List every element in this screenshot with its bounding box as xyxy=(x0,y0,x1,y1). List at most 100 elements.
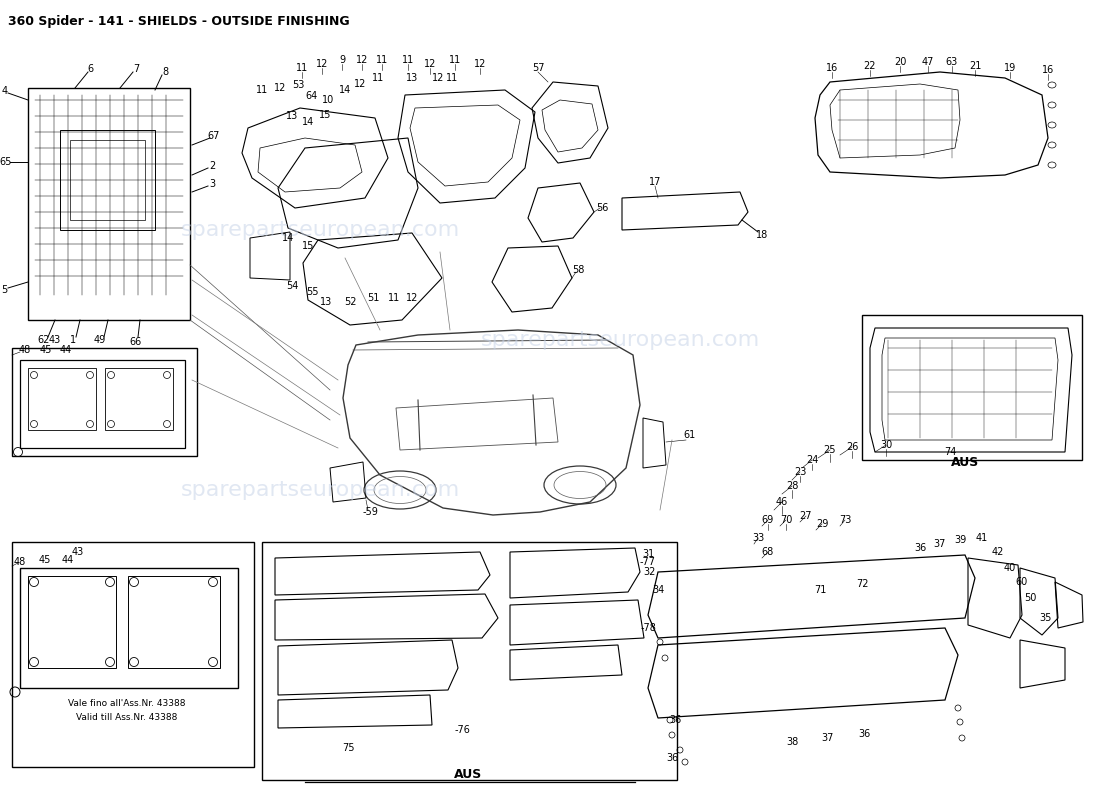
Text: 46: 46 xyxy=(776,497,788,507)
Text: 47: 47 xyxy=(922,57,934,67)
Text: 73: 73 xyxy=(839,515,851,525)
Text: 60: 60 xyxy=(1016,577,1028,587)
Text: 64: 64 xyxy=(306,91,318,101)
Text: 63: 63 xyxy=(946,57,958,67)
Text: 36: 36 xyxy=(669,715,681,725)
Text: 66: 66 xyxy=(130,337,142,347)
Text: 49: 49 xyxy=(94,335,106,345)
Text: Valid till Ass.Nr. 43388: Valid till Ass.Nr. 43388 xyxy=(76,714,178,722)
Text: 38: 38 xyxy=(785,737,799,747)
Text: 33: 33 xyxy=(752,533,764,543)
Text: 11: 11 xyxy=(376,55,388,65)
Text: 43: 43 xyxy=(48,335,62,345)
Text: 43: 43 xyxy=(72,547,84,557)
Text: AUS: AUS xyxy=(950,455,979,469)
Text: 48: 48 xyxy=(14,557,26,567)
Text: 72: 72 xyxy=(856,579,868,589)
Text: 15: 15 xyxy=(319,110,331,120)
Text: 13: 13 xyxy=(286,111,298,121)
Bar xyxy=(128,576,220,668)
Text: 21: 21 xyxy=(969,61,981,71)
Bar xyxy=(104,368,173,430)
Text: Vale fino all'Ass.Nr. 43388: Vale fino all'Ass.Nr. 43388 xyxy=(68,699,186,709)
Text: AUS: AUS xyxy=(454,769,482,782)
Text: -76: -76 xyxy=(454,725,470,735)
Bar xyxy=(28,576,115,668)
Bar xyxy=(262,542,676,780)
Text: 62: 62 xyxy=(37,335,51,345)
Text: 36: 36 xyxy=(858,729,870,739)
Text: 45: 45 xyxy=(40,345,52,355)
Text: 41: 41 xyxy=(976,533,988,543)
Text: 50: 50 xyxy=(1024,593,1036,603)
Text: 11: 11 xyxy=(446,73,458,83)
Text: sparepartseuropean.com: sparepartseuropean.com xyxy=(180,220,460,240)
Text: 16: 16 xyxy=(826,63,838,73)
Text: 36: 36 xyxy=(914,543,926,553)
Text: 20: 20 xyxy=(894,57,906,67)
Text: 12: 12 xyxy=(354,79,366,89)
Text: 4: 4 xyxy=(2,86,8,96)
Text: 23: 23 xyxy=(794,467,806,477)
Text: 12: 12 xyxy=(355,55,368,65)
Text: 31: 31 xyxy=(642,549,654,559)
Bar xyxy=(862,315,1082,460)
Text: 42: 42 xyxy=(992,547,1004,557)
Text: 9: 9 xyxy=(339,55,345,65)
Text: 26: 26 xyxy=(846,442,858,452)
Text: -59: -59 xyxy=(362,507,378,517)
Text: 1: 1 xyxy=(70,335,76,345)
Text: 12: 12 xyxy=(406,293,418,303)
Text: 35: 35 xyxy=(1038,613,1052,623)
Text: 12: 12 xyxy=(474,59,486,69)
Text: 13: 13 xyxy=(406,73,418,83)
Bar xyxy=(12,348,197,456)
Text: 11: 11 xyxy=(449,55,461,65)
Text: 3: 3 xyxy=(209,179,216,189)
Text: 28: 28 xyxy=(785,481,799,491)
Text: 61: 61 xyxy=(684,430,696,440)
Text: 36: 36 xyxy=(666,753,678,763)
Text: 40: 40 xyxy=(1004,563,1016,573)
Text: 25: 25 xyxy=(824,445,836,455)
Text: 18: 18 xyxy=(756,230,768,240)
Text: 29: 29 xyxy=(816,519,828,529)
Text: 7: 7 xyxy=(133,64,139,74)
Text: 360 Spider - 141 - SHIELDS - OUTSIDE FINISHING: 360 Spider - 141 - SHIELDS - OUTSIDE FIN… xyxy=(8,15,350,28)
Text: 56: 56 xyxy=(596,203,608,213)
Bar xyxy=(12,542,254,767)
Text: 32: 32 xyxy=(644,567,657,577)
Text: 44: 44 xyxy=(59,345,73,355)
Text: 54: 54 xyxy=(286,281,298,291)
Text: 14: 14 xyxy=(301,117,315,127)
Text: 51: 51 xyxy=(366,293,379,303)
Text: 48: 48 xyxy=(19,345,31,355)
Text: 12: 12 xyxy=(316,59,328,69)
Text: 34: 34 xyxy=(652,585,664,595)
Text: 52: 52 xyxy=(343,297,356,307)
Text: 14: 14 xyxy=(282,233,294,243)
Text: 11: 11 xyxy=(256,85,268,95)
Text: -78: -78 xyxy=(640,623,656,633)
Text: 12: 12 xyxy=(274,83,286,93)
Text: 27: 27 xyxy=(800,511,812,521)
Text: 11: 11 xyxy=(372,73,384,83)
Text: 19: 19 xyxy=(1004,63,1016,73)
Text: 22: 22 xyxy=(864,61,877,71)
Text: 6: 6 xyxy=(87,64,94,74)
Text: 65: 65 xyxy=(0,157,12,167)
Text: 57: 57 xyxy=(531,63,544,73)
Text: 5: 5 xyxy=(1,285,7,295)
Text: 45: 45 xyxy=(39,555,52,565)
Text: 8: 8 xyxy=(162,67,168,77)
Text: 55: 55 xyxy=(306,287,318,297)
Text: sparepartseuropean.com: sparepartseuropean.com xyxy=(180,480,460,500)
Text: 44: 44 xyxy=(62,555,74,565)
Text: 11: 11 xyxy=(388,293,400,303)
Text: -77: -77 xyxy=(640,557,656,567)
Text: 2: 2 xyxy=(209,161,216,171)
Text: 58: 58 xyxy=(572,265,584,275)
Text: 75: 75 xyxy=(342,743,354,753)
Text: 16: 16 xyxy=(1042,65,1054,75)
Text: 39: 39 xyxy=(954,535,966,545)
